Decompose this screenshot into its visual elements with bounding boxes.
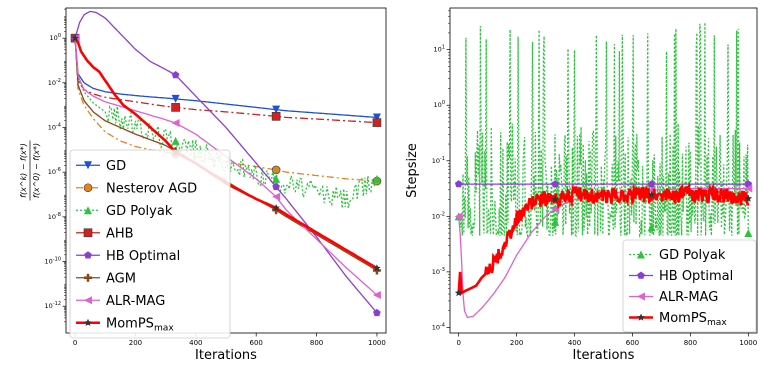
y-tick-label: 10-2 (48, 78, 61, 87)
x-tick-label: 800 (684, 339, 697, 347)
series-marker (171, 103, 180, 112)
legend-marker (83, 228, 93, 238)
legend-entry: ALR-MAG (659, 290, 718, 305)
series-marker (372, 174, 381, 183)
legend-marker (84, 296, 92, 305)
x-tick-label: 800 (310, 339, 323, 347)
series-marker (372, 113, 381, 122)
series-line-momps-max (457, 181, 750, 296)
y-tick-label: 100 (50, 33, 61, 42)
y-tick-label: 10-10 (45, 257, 61, 266)
legend-marker (83, 183, 93, 193)
y-tick-label: 10-6 (48, 167, 61, 176)
series-marker (272, 174, 281, 183)
series-marker (272, 203, 280, 212)
series-marker (372, 118, 382, 127)
series-marker (647, 190, 656, 199)
x-tick-label: 600 (626, 339, 639, 347)
legend-entry: HB Optimal (659, 269, 733, 284)
x-tick-label: 200 (129, 339, 142, 347)
legend-entry: Nesterov AGD (106, 181, 197, 196)
x-tick-label: 1000 (739, 339, 757, 347)
series-line-gd-polyak (458, 22, 749, 238)
legend-entry: GD Polyak (659, 248, 726, 263)
series-line-ahb (74, 38, 377, 124)
legend-box (622, 239, 757, 333)
series-marker (373, 308, 381, 317)
y-tick-label: 101 (434, 45, 445, 54)
y-tick-label: 10-1 (432, 156, 445, 165)
legend-marker (637, 292, 645, 301)
legend-box (69, 149, 231, 339)
y-tick-label: 10-4 (48, 123, 61, 132)
legend-entry: AHB (106, 226, 134, 241)
series-marker (454, 289, 463, 297)
legend-marker (84, 273, 92, 282)
series-marker (551, 205, 560, 213)
legend-marker (637, 313, 645, 321)
series-marker (744, 229, 753, 237)
x-tick-label: 200 (510, 339, 523, 347)
legend-marker (637, 271, 645, 279)
series-marker (271, 112, 281, 121)
y-tick-label: 10-8 (48, 212, 61, 221)
x-tick-label: 600 (250, 339, 263, 347)
x-tick-label: 400 (568, 339, 581, 347)
series-line-hb-optimal (74, 10, 378, 314)
series-marker (171, 119, 180, 128)
series-marker (272, 192, 281, 201)
series-line-gd (74, 38, 377, 119)
y-tick-label: 100 (434, 100, 445, 109)
legend-marker (84, 206, 92, 215)
legend-marker (84, 318, 92, 326)
series-marker (551, 217, 560, 226)
series-marker (647, 223, 656, 232)
series-marker (551, 180, 559, 188)
legend-entry: AGM (106, 271, 136, 286)
series-marker (454, 180, 463, 188)
series-marker (171, 136, 180, 145)
y-tick-label: 10-3 (432, 267, 445, 276)
legend: GD Nesterov AGD GD Polyak AHB HB Optimal AGM A… (69, 149, 231, 339)
y-axis-label: f(x^k) − f(x*) f(x^0) − f(x*) (19, 140, 41, 201)
plot-area (454, 22, 753, 319)
y-tick-label: 10-12 (45, 301, 61, 310)
y-axis-label-denominator: f(x^0) − f(x*) (32, 143, 41, 198)
x-tick-label: 0 (73, 339, 77, 347)
series-marker (454, 212, 463, 221)
series-marker (647, 180, 656, 188)
series-marker (171, 94, 180, 103)
x-tick-label: 0 (456, 339, 460, 347)
series-marker (744, 180, 753, 188)
legend-marker (637, 250, 645, 259)
legend-marker (84, 161, 92, 170)
series-marker (744, 184, 753, 193)
series-marker (373, 264, 381, 272)
series-marker (744, 194, 753, 202)
x-axis-label: Iterations (195, 348, 257, 363)
legend-entry: HB Optimal (106, 249, 180, 264)
series-marker (551, 195, 559, 203)
series-marker (372, 291, 381, 300)
legend-entry: GD Polyak (106, 204, 173, 219)
legend-entry: GD (106, 159, 126, 174)
y-axis-label-numerator: f(x^k) − f(x*) (19, 143, 28, 198)
legend-marker (84, 251, 92, 259)
right-chart-panel: 0 200 400 600 800 1000 101 100 10-1 10-2 10-3 10-4 I… (405, 7, 758, 363)
series-marker (171, 71, 180, 79)
left-chart-panel: 0 200 400 600 800 1000 100 10-2 10-4 10-6 10-8 10-1… (19, 7, 387, 363)
series-marker (272, 182, 280, 191)
legend-entry: ALR-MAG (106, 294, 165, 309)
y-tick-label: 10-2 (432, 211, 445, 220)
plot-frame (449, 7, 758, 334)
y-axis-label: Stepsize (405, 143, 420, 198)
x-axis-label: Iterations (573, 348, 635, 363)
x-tick-label: 400 (189, 339, 202, 347)
series-marker (71, 34, 79, 42)
y-tick-label: 10-4 (432, 322, 445, 331)
series-marker (272, 105, 281, 114)
x-tick-label: 1000 (368, 339, 386, 347)
